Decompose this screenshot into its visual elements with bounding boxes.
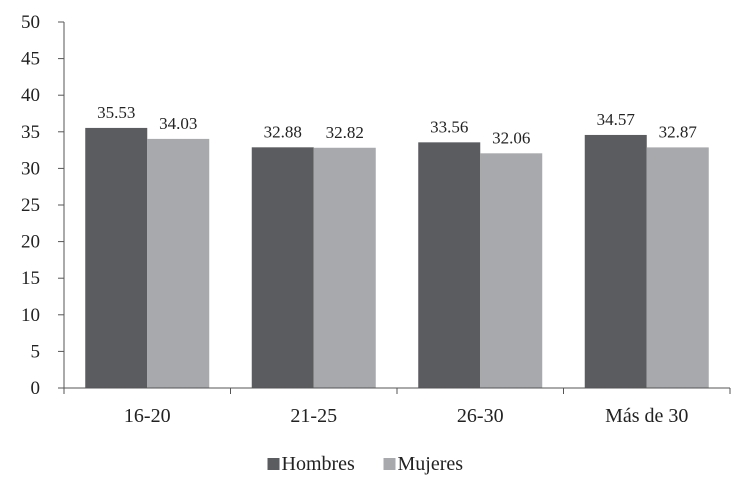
data-label-mujeres: 32.06 bbox=[492, 128, 530, 147]
bar-mujeres bbox=[147, 138, 210, 388]
y-tick-label: 45 bbox=[21, 49, 40, 70]
bars: 35.53 34.03 32.88 32.82 33.56 32.06 34.57 32.87 bbox=[85, 103, 709, 388]
x-category-label: Más de 30 bbox=[605, 405, 688, 427]
bar-hombres bbox=[251, 147, 314, 388]
y-tick-label: 15 bbox=[21, 268, 40, 289]
legend-label-hombres: Hombres bbox=[282, 453, 356, 475]
y-tick-label: 40 bbox=[21, 85, 40, 106]
bar-mujeres bbox=[313, 147, 376, 388]
legend-swatch-mujeres bbox=[383, 458, 396, 470]
y-tick-label: 0 bbox=[31, 378, 41, 399]
bar-hombres bbox=[584, 134, 647, 388]
data-label-hombres: 34.57 bbox=[597, 110, 636, 129]
y-tick-label: 30 bbox=[21, 158, 40, 179]
legend: Hombres Mujeres bbox=[267, 453, 464, 475]
y-tick-label: 25 bbox=[21, 195, 40, 216]
data-label-hombres: 33.56 bbox=[430, 117, 468, 136]
x-category-label: 21-25 bbox=[290, 405, 337, 427]
y-tick-label: 35 bbox=[21, 122, 40, 143]
y-tick-label: 20 bbox=[21, 232, 40, 253]
legend-label-mujeres: Mujeres bbox=[398, 453, 464, 475]
bar-mujeres bbox=[480, 153, 543, 388]
legend-swatch-hombres bbox=[267, 458, 280, 470]
x-axis: 16-20 21-25 26-30 Más de 30 bbox=[63, 387, 731, 427]
data-label-hombres: 35.53 bbox=[97, 103, 135, 122]
x-category-label: 26-30 bbox=[457, 405, 504, 427]
y-axis: 0 5 10 15 20 25 30 35 40 45 50 bbox=[21, 12, 65, 399]
bar-mujeres bbox=[646, 147, 709, 388]
bar-hombres bbox=[85, 127, 148, 388]
data-label-mujeres: 34.03 bbox=[159, 114, 197, 133]
data-label-hombres: 32.88 bbox=[264, 122, 302, 141]
x-category-label: 16-20 bbox=[124, 405, 171, 427]
y-tick-label: 50 bbox=[21, 12, 40, 33]
bar-hombres bbox=[418, 142, 481, 388]
data-label-mujeres: 32.87 bbox=[659, 122, 698, 141]
data-label-mujeres: 32.82 bbox=[326, 123, 364, 142]
y-tick-label: 5 bbox=[31, 341, 41, 362]
y-tick-label: 10 bbox=[21, 305, 40, 326]
